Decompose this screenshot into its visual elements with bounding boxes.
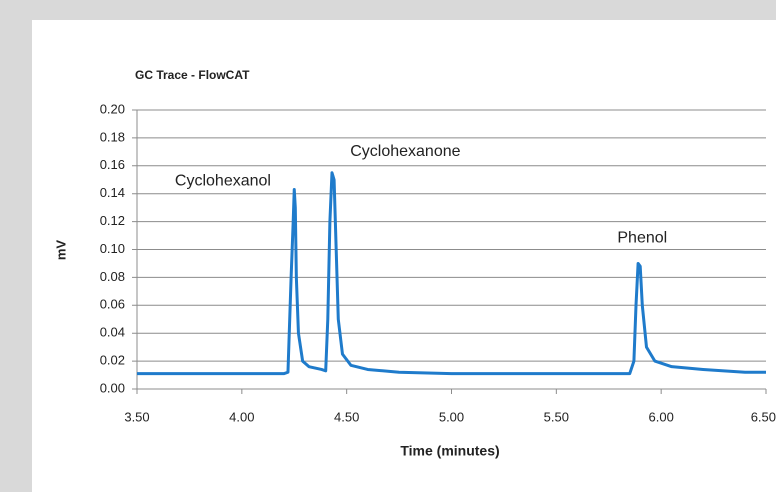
x-tick-label: 4.00 <box>229 409 254 424</box>
x-tick-label: 5.50 <box>544 409 569 424</box>
data-line <box>137 171 766 376</box>
x-tick-label: 3.50 <box>124 409 149 424</box>
y-tick-label: 0.12 <box>100 213 125 228</box>
y-tick-label: 0.08 <box>100 269 125 284</box>
y-tick-label: 0.14 <box>100 185 125 200</box>
annotation: Phenol <box>617 230 667 247</box>
annotation: Cyclohexanol <box>175 172 271 189</box>
chart-title: GC Trace - FlowCAT <box>135 68 250 82</box>
y-axis-label: mV <box>53 240 68 261</box>
annotation: Cyclohexanone <box>350 143 460 160</box>
x-tick-label: 6.00 <box>649 409 674 424</box>
x-axis-label: Time (minutes) <box>400 443 499 459</box>
y-tick-label: 0.06 <box>100 297 125 312</box>
y-tick-label: 0.16 <box>100 157 125 172</box>
y-tick-label: 0.20 <box>100 101 125 116</box>
panel <box>32 20 776 492</box>
y-tick-label: 0.04 <box>100 325 125 340</box>
y-tick-label: 0.00 <box>100 380 125 395</box>
y-tick-label: 0.18 <box>100 129 125 144</box>
x-tick-label: 6.50 <box>751 409 776 424</box>
x-tick-label: 5.00 <box>439 409 464 424</box>
y-tick-label: 0.10 <box>100 241 125 256</box>
y-tick-label: 0.02 <box>100 353 125 368</box>
x-tick-label: 4.50 <box>334 409 359 424</box>
